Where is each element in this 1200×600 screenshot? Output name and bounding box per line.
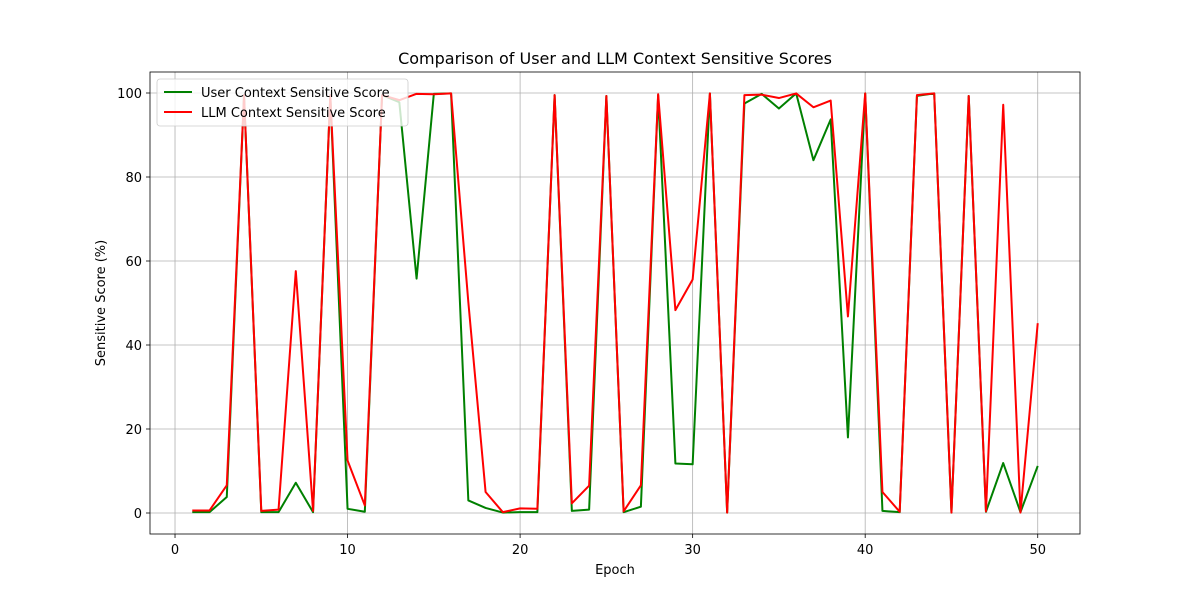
y-tick-label: 0: [134, 507, 142, 522]
y-axis-label: Sensitive Score (%): [94, 240, 109, 366]
series-line-llm: [192, 92, 1039, 514]
y-tick-label: 20: [125, 423, 142, 438]
legend-label-llm: LLM Context Sensitive Score: [201, 106, 386, 121]
x-tick-label: 10: [339, 543, 356, 558]
legend: User Context Sensitive Score LLM Context…: [156, 78, 409, 127]
x-axis-label: Epoch: [595, 563, 635, 578]
y-tick-label: 40: [125, 339, 142, 354]
x-tick-label: 0: [171, 543, 179, 558]
y-tick-label: 60: [125, 255, 142, 270]
axis-ticks: 0 10 20 30 40 50 0 20 40 60 80 100: [117, 87, 1046, 558]
plot-frame: [149, 71, 1081, 535]
y-tick-label: 80: [125, 171, 142, 186]
x-tick-label: 40: [857, 543, 874, 558]
legend-box: [156, 78, 409, 127]
legend-label-user: User Context Sensitive Score: [201, 86, 390, 101]
x-tick-label: 30: [684, 543, 701, 558]
y-tick-label: 100: [117, 87, 142, 102]
x-tick-label: 20: [512, 543, 529, 558]
series-lines: [192, 92, 1039, 514]
chart-title: Comparison of User and LLM Context Sensi…: [398, 49, 832, 68]
x-tick-label: 50: [1029, 543, 1046, 558]
grid-lines: [150, 72, 1080, 534]
